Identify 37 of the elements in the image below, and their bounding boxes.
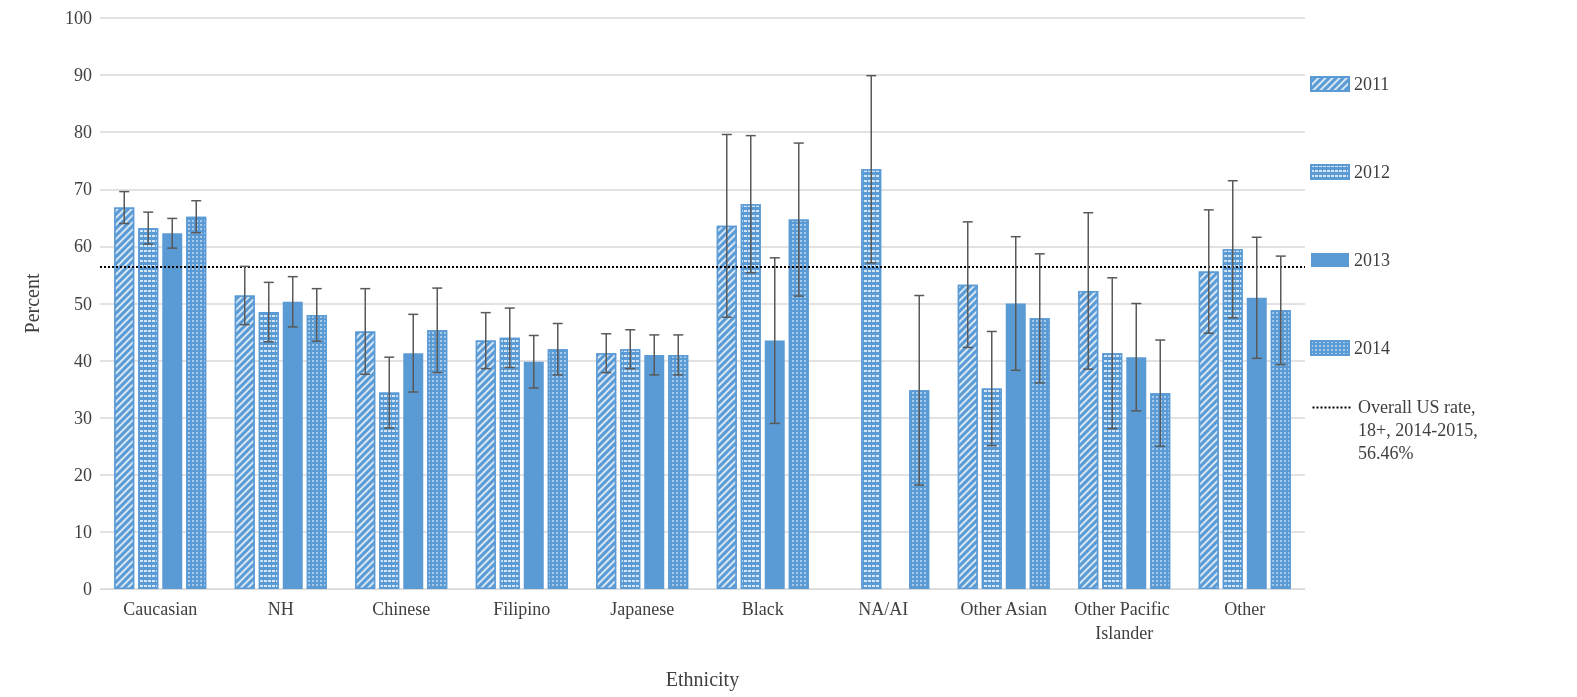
legend-label: Overall US rate, 18+, 2014-2015, 56.46%: [1358, 396, 1483, 463]
x-tick-label: Japanese: [610, 599, 675, 619]
bar: [1005, 303, 1026, 589]
x-tick-label: Other Pacific Islander: [1074, 599, 1175, 643]
bar: [764, 340, 785, 589]
y-tick-label: 10: [74, 521, 92, 542]
bar: [644, 354, 665, 589]
x-tick-label: Other: [1224, 599, 1266, 619]
legend-label: 2012: [1354, 162, 1390, 182]
y-tick-label: 60: [74, 236, 92, 257]
y-tick-label: 40: [74, 350, 92, 371]
y-tick-label: 70: [74, 179, 92, 200]
x-tick-label: NA/AI: [858, 599, 909, 619]
bar: [162, 233, 183, 589]
y-tick-label: 50: [74, 293, 92, 314]
bar: [403, 353, 424, 589]
bar: [282, 301, 303, 589]
bar: [523, 361, 544, 589]
y-tick-label: 100: [65, 8, 92, 28]
y-tick-label: 90: [74, 65, 92, 86]
x-tick-label: Other Asian: [960, 599, 1047, 619]
y-tick-label: 30: [74, 407, 92, 428]
legend-label: 2014: [1354, 338, 1390, 358]
y-axis-title: Percent: [21, 273, 43, 334]
x-tick-label: Black: [741, 599, 784, 619]
x-axis-title: Ethnicity: [665, 668, 740, 691]
legend-label: 2011: [1354, 74, 1390, 94]
x-tick-label: Caucasian: [123, 599, 198, 619]
bar: [1246, 297, 1267, 589]
y-tick-label: 0: [83, 579, 92, 599]
legend-label: 2013: [1354, 250, 1390, 270]
y-tick-label: 80: [74, 122, 92, 143]
x-tick-label: Filipino: [493, 599, 551, 619]
y-tick-label: 20: [74, 464, 92, 485]
x-tick-label: Chinese: [372, 599, 431, 619]
bar: [1126, 357, 1147, 589]
x-tick-label: NH: [267, 599, 294, 619]
